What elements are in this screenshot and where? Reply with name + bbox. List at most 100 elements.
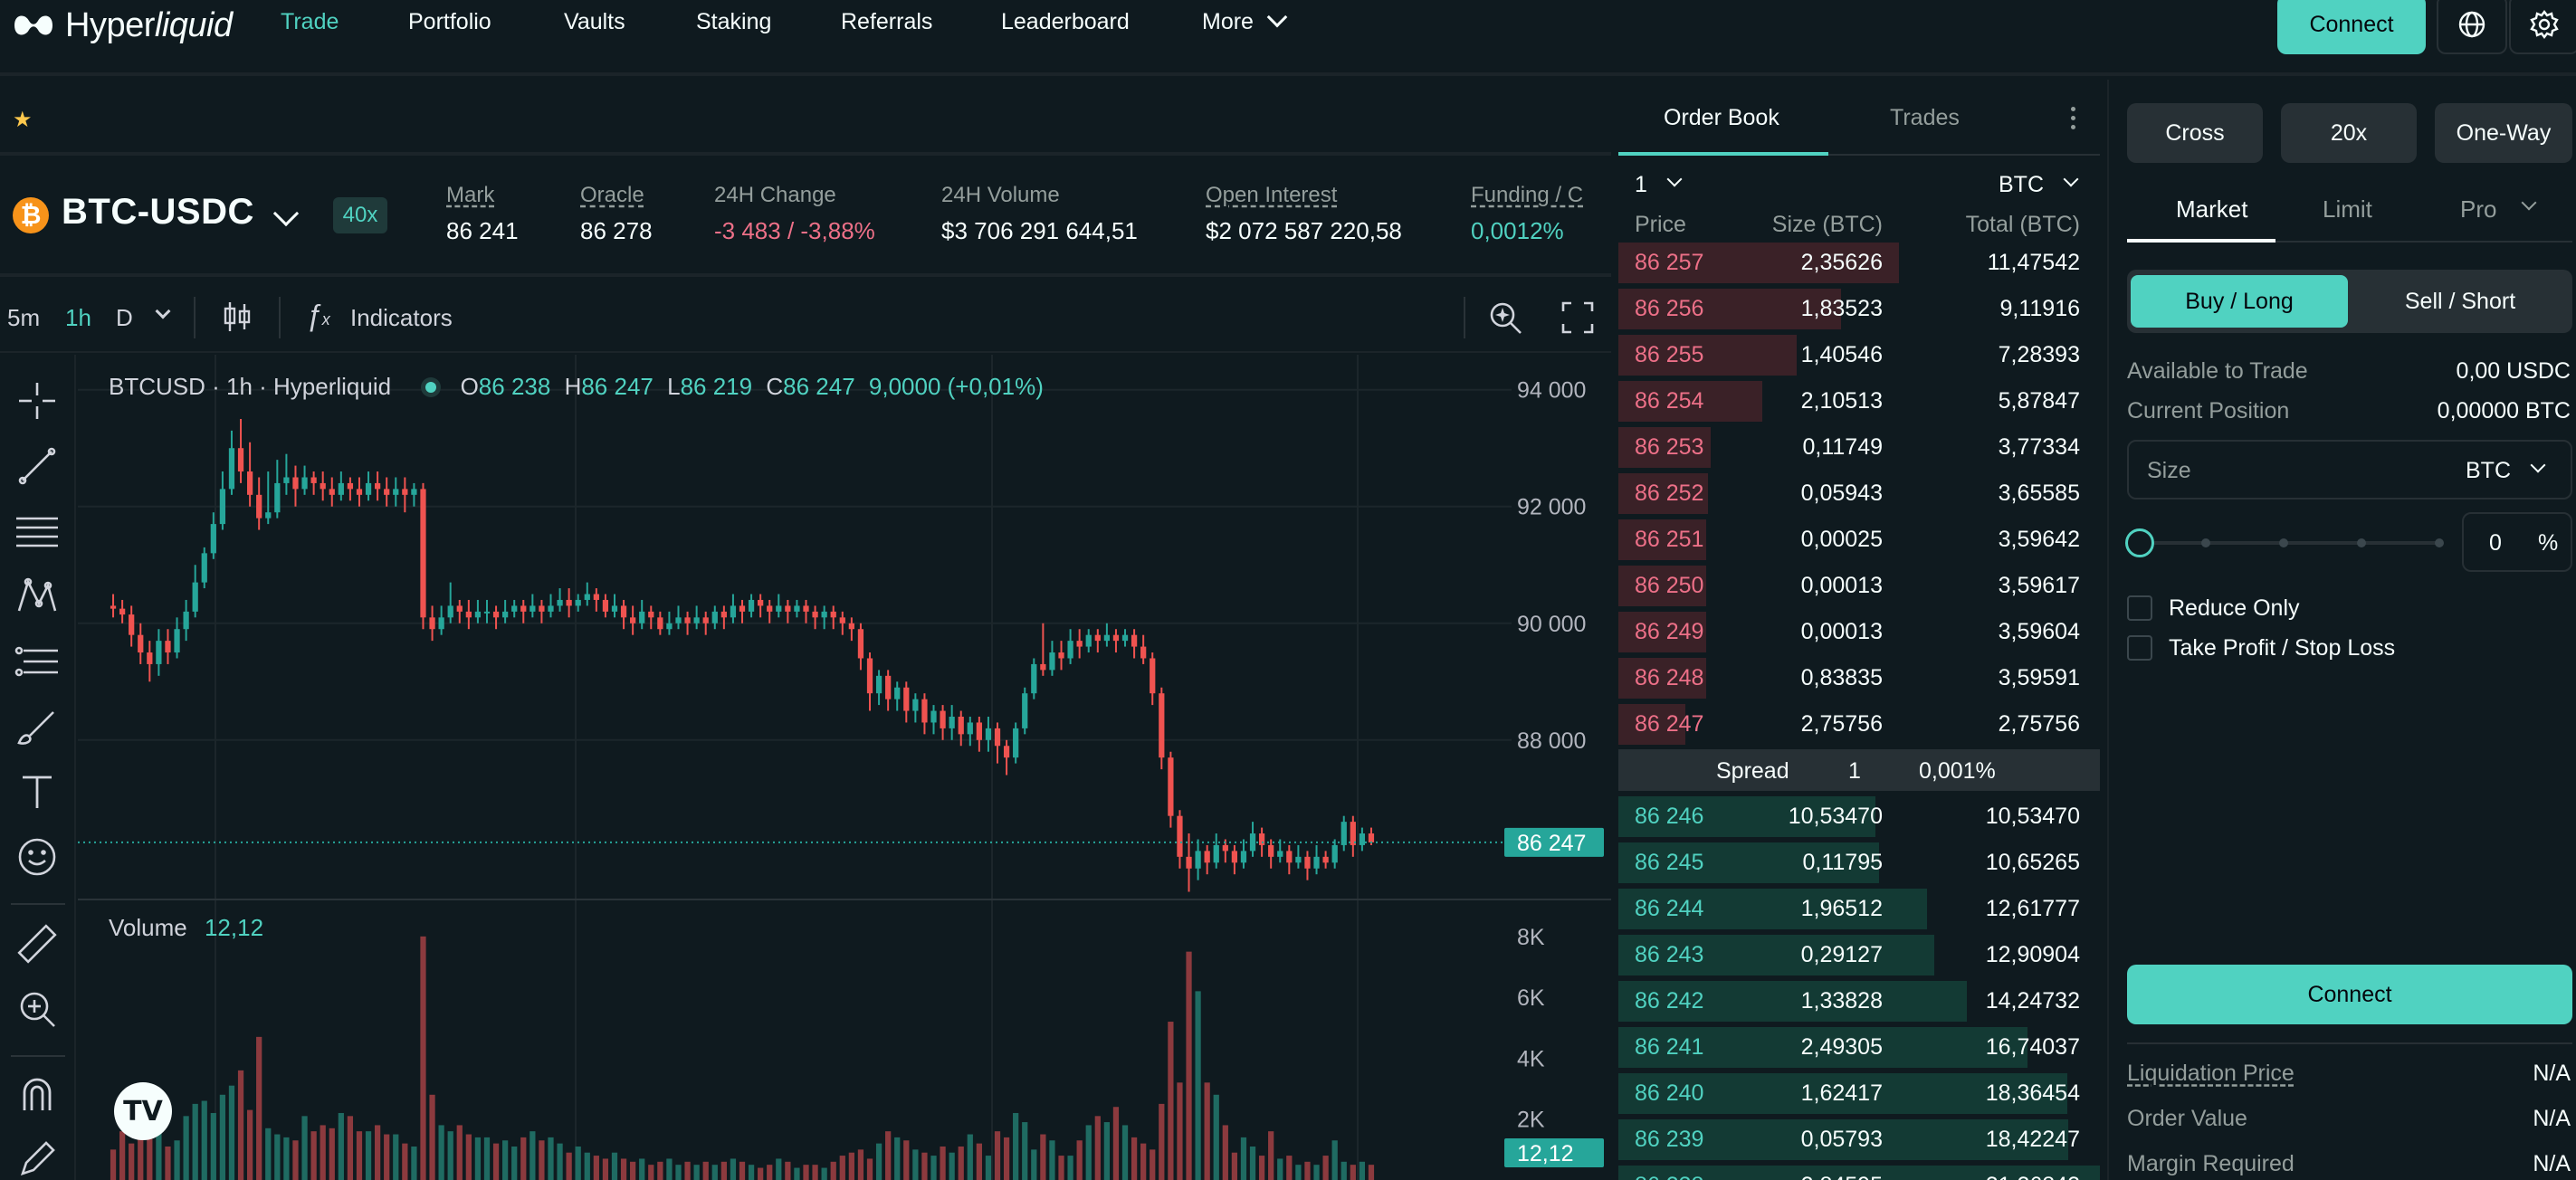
bid-row[interactable]: 86 238 2,84595 21,26842 xyxy=(1618,1164,2100,1180)
tab-limit[interactable]: Limit xyxy=(2323,195,2372,223)
brush-tool[interactable] xyxy=(13,702,62,751)
volume-tick-label: 4K xyxy=(1517,1046,1545,1071)
tab-trades[interactable]: Trades xyxy=(1890,105,1960,130)
slider-tick[interactable] xyxy=(2279,538,2288,547)
position-mode-button[interactable]: One-Way xyxy=(2435,103,2572,163)
reduce-only-label[interactable]: Reduce Only xyxy=(2169,595,2300,621)
volume-bar xyxy=(1340,1161,1347,1180)
sell-short-button[interactable]: Sell / Short xyxy=(2404,288,2516,314)
reduce-only-checkbox[interactable] xyxy=(2127,595,2152,621)
ask-row[interactable]: 86 254 2,10513 5,87847 xyxy=(1618,379,2100,425)
percent-input[interactable]: 0 % xyxy=(2462,512,2572,572)
ask-row[interactable]: 86 249 0,00013 3,59604 xyxy=(1618,610,2100,656)
text-tool[interactable] xyxy=(13,767,62,816)
unit-select[interactable]: BTC xyxy=(1999,172,2044,197)
bid-row[interactable]: 86 240 1,62417 18,36454 xyxy=(1618,1071,2100,1118)
volume-bar xyxy=(684,1161,691,1180)
fullscreen-icon[interactable] xyxy=(1560,300,1595,335)
slider-tick[interactable] xyxy=(2201,538,2210,547)
order-size: 2,35626 xyxy=(1800,250,1883,275)
ask-row[interactable]: 86 251 0,00025 3,59642 xyxy=(1618,518,2100,564)
tradingview-logo[interactable]: TV xyxy=(114,1082,172,1140)
tab-order-book[interactable]: Order Book xyxy=(1664,105,1779,130)
pair-selector[interactable]: BTC-USDC xyxy=(62,192,254,232)
nav-referrals[interactable]: Referrals xyxy=(841,9,933,34)
nav-portfolio[interactable]: Portfolio xyxy=(408,9,491,34)
ask-row[interactable]: 86 252 0,05943 3,65585 xyxy=(1618,471,2100,518)
candlestick-chart[interactable]: 94 000 92 000 90 000 88 000 8K 6K 4K 2K 86 247 12… xyxy=(78,355,1611,1180)
candle-body xyxy=(739,605,746,612)
nav-trade[interactable]: Trade xyxy=(281,9,339,34)
chevron-down-icon[interactable] xyxy=(272,200,300,227)
ask-row[interactable]: 86 248 0,83835 3,59591 xyxy=(1618,656,2100,702)
connect-button[interactable]: Connect xyxy=(2277,0,2426,54)
magic-search-icon[interactable] xyxy=(1486,299,1524,337)
pattern-tool[interactable] xyxy=(13,572,62,621)
tp-sl-checkbox[interactable] xyxy=(2127,635,2152,661)
logo[interactable]: Hyperliquid xyxy=(13,5,233,45)
settings-button[interactable] xyxy=(2509,0,2576,54)
size-slider-handle[interactable] xyxy=(2125,528,2154,557)
magnet-tool[interactable] xyxy=(13,1070,62,1118)
tab-market[interactable]: Market xyxy=(2176,195,2248,223)
indicators-button[interactable]: Indicators xyxy=(350,304,453,331)
candle-body xyxy=(156,641,162,664)
slider-tick[interactable] xyxy=(2357,538,2366,547)
price-chart[interactable]: 94 000 92 000 90 000 88 000 8K 6K 4K 2K 86 247 12… xyxy=(78,355,1611,1180)
grouping-select[interactable]: 1 xyxy=(1635,172,1647,197)
ask-row[interactable]: 86 253 0,11749 3,77334 xyxy=(1618,425,2100,471)
margin-mode-button[interactable]: Cross xyxy=(2127,103,2263,163)
ask-row[interactable]: 86 256 1,83523 9,11916 xyxy=(1618,287,2100,333)
tab-pro[interactable]: Pro xyxy=(2460,195,2497,223)
chevron-down-icon[interactable] xyxy=(155,303,171,319)
volume-bar xyxy=(411,1146,417,1180)
bid-row[interactable]: 86 246 10,53470 10,53470 xyxy=(1618,795,2100,841)
buy-long-button[interactable]: Buy / Long xyxy=(2131,275,2348,328)
timeframe-5m[interactable]: 5m xyxy=(7,304,41,331)
bid-row[interactable]: 86 239 0,05793 18,42247 xyxy=(1618,1118,2100,1164)
star-icon[interactable]: ★ xyxy=(13,108,33,132)
emoji-tool[interactable] xyxy=(13,833,62,881)
leverage-button[interactable]: 20x xyxy=(2281,103,2417,163)
candle-body xyxy=(1177,815,1183,857)
ask-row[interactable]: 86 247 2,75756 2,75756 xyxy=(1618,702,2100,748)
crosshair-tool[interactable] xyxy=(13,376,62,425)
nav-more[interactable]: More xyxy=(1202,6,1288,35)
spread-row: Spread 1 0,001% xyxy=(1618,749,2100,791)
nav-staking[interactable]: Staking xyxy=(696,9,772,34)
candle-body xyxy=(375,482,381,490)
size-unit-select[interactable]: BTC xyxy=(2466,458,2511,483)
slider-tick[interactable] xyxy=(2435,538,2444,547)
chevron-down-icon[interactable] xyxy=(2530,457,2546,473)
bid-row[interactable]: 86 241 2,49305 16,74037 xyxy=(1618,1025,2100,1071)
language-button[interactable] xyxy=(2437,0,2507,54)
nav-leaderboard[interactable]: Leaderboard xyxy=(1001,9,1130,34)
fib-tool[interactable] xyxy=(13,507,62,556)
zoom-tool[interactable] xyxy=(13,985,62,1033)
chevron-down-icon[interactable] xyxy=(2521,195,2537,211)
candle-body xyxy=(976,722,982,740)
timeframe-1h[interactable]: 1h xyxy=(65,304,91,331)
ask-row[interactable]: 86 250 0,00013 3,59617 xyxy=(1618,564,2100,610)
trend-line-tool[interactable] xyxy=(13,442,62,490)
ask-row[interactable]: 86 255 1,40546 7,28393 xyxy=(1618,333,2100,379)
volume-bar xyxy=(474,1137,482,1180)
lock-drawing-tool[interactable] xyxy=(13,1135,62,1180)
candles-icon[interactable] xyxy=(221,299,253,335)
measure-lines-tool[interactable] xyxy=(13,637,62,686)
bid-row[interactable]: 86 244 1,96512 12,61777 xyxy=(1618,887,2100,933)
more-options-icon[interactable] xyxy=(2071,107,2076,132)
bid-row[interactable]: 86 242 1,33828 14,24732 xyxy=(1618,979,2100,1025)
bid-row[interactable]: 86 245 0,11795 10,65265 xyxy=(1618,841,2100,887)
nav-vaults[interactable]: Vaults xyxy=(564,9,625,34)
bid-row[interactable]: 86 243 0,29127 12,90904 xyxy=(1618,933,2100,979)
timeframe-d[interactable]: D xyxy=(116,304,133,331)
chevron-down-icon[interactable] xyxy=(1666,171,1683,187)
chevron-down-icon[interactable] xyxy=(2063,171,2079,187)
ruler-tool[interactable] xyxy=(13,919,62,968)
candle-body xyxy=(1140,646,1147,659)
tp-sl-label[interactable]: Take Profit / Stop Loss xyxy=(2169,635,2396,661)
connect-wallet-button[interactable]: Connect xyxy=(2127,965,2572,1024)
size-input[interactable]: Size BTC xyxy=(2127,440,2572,500)
ask-row[interactable]: 86 257 2,35626 11,47542 xyxy=(1618,241,2100,287)
